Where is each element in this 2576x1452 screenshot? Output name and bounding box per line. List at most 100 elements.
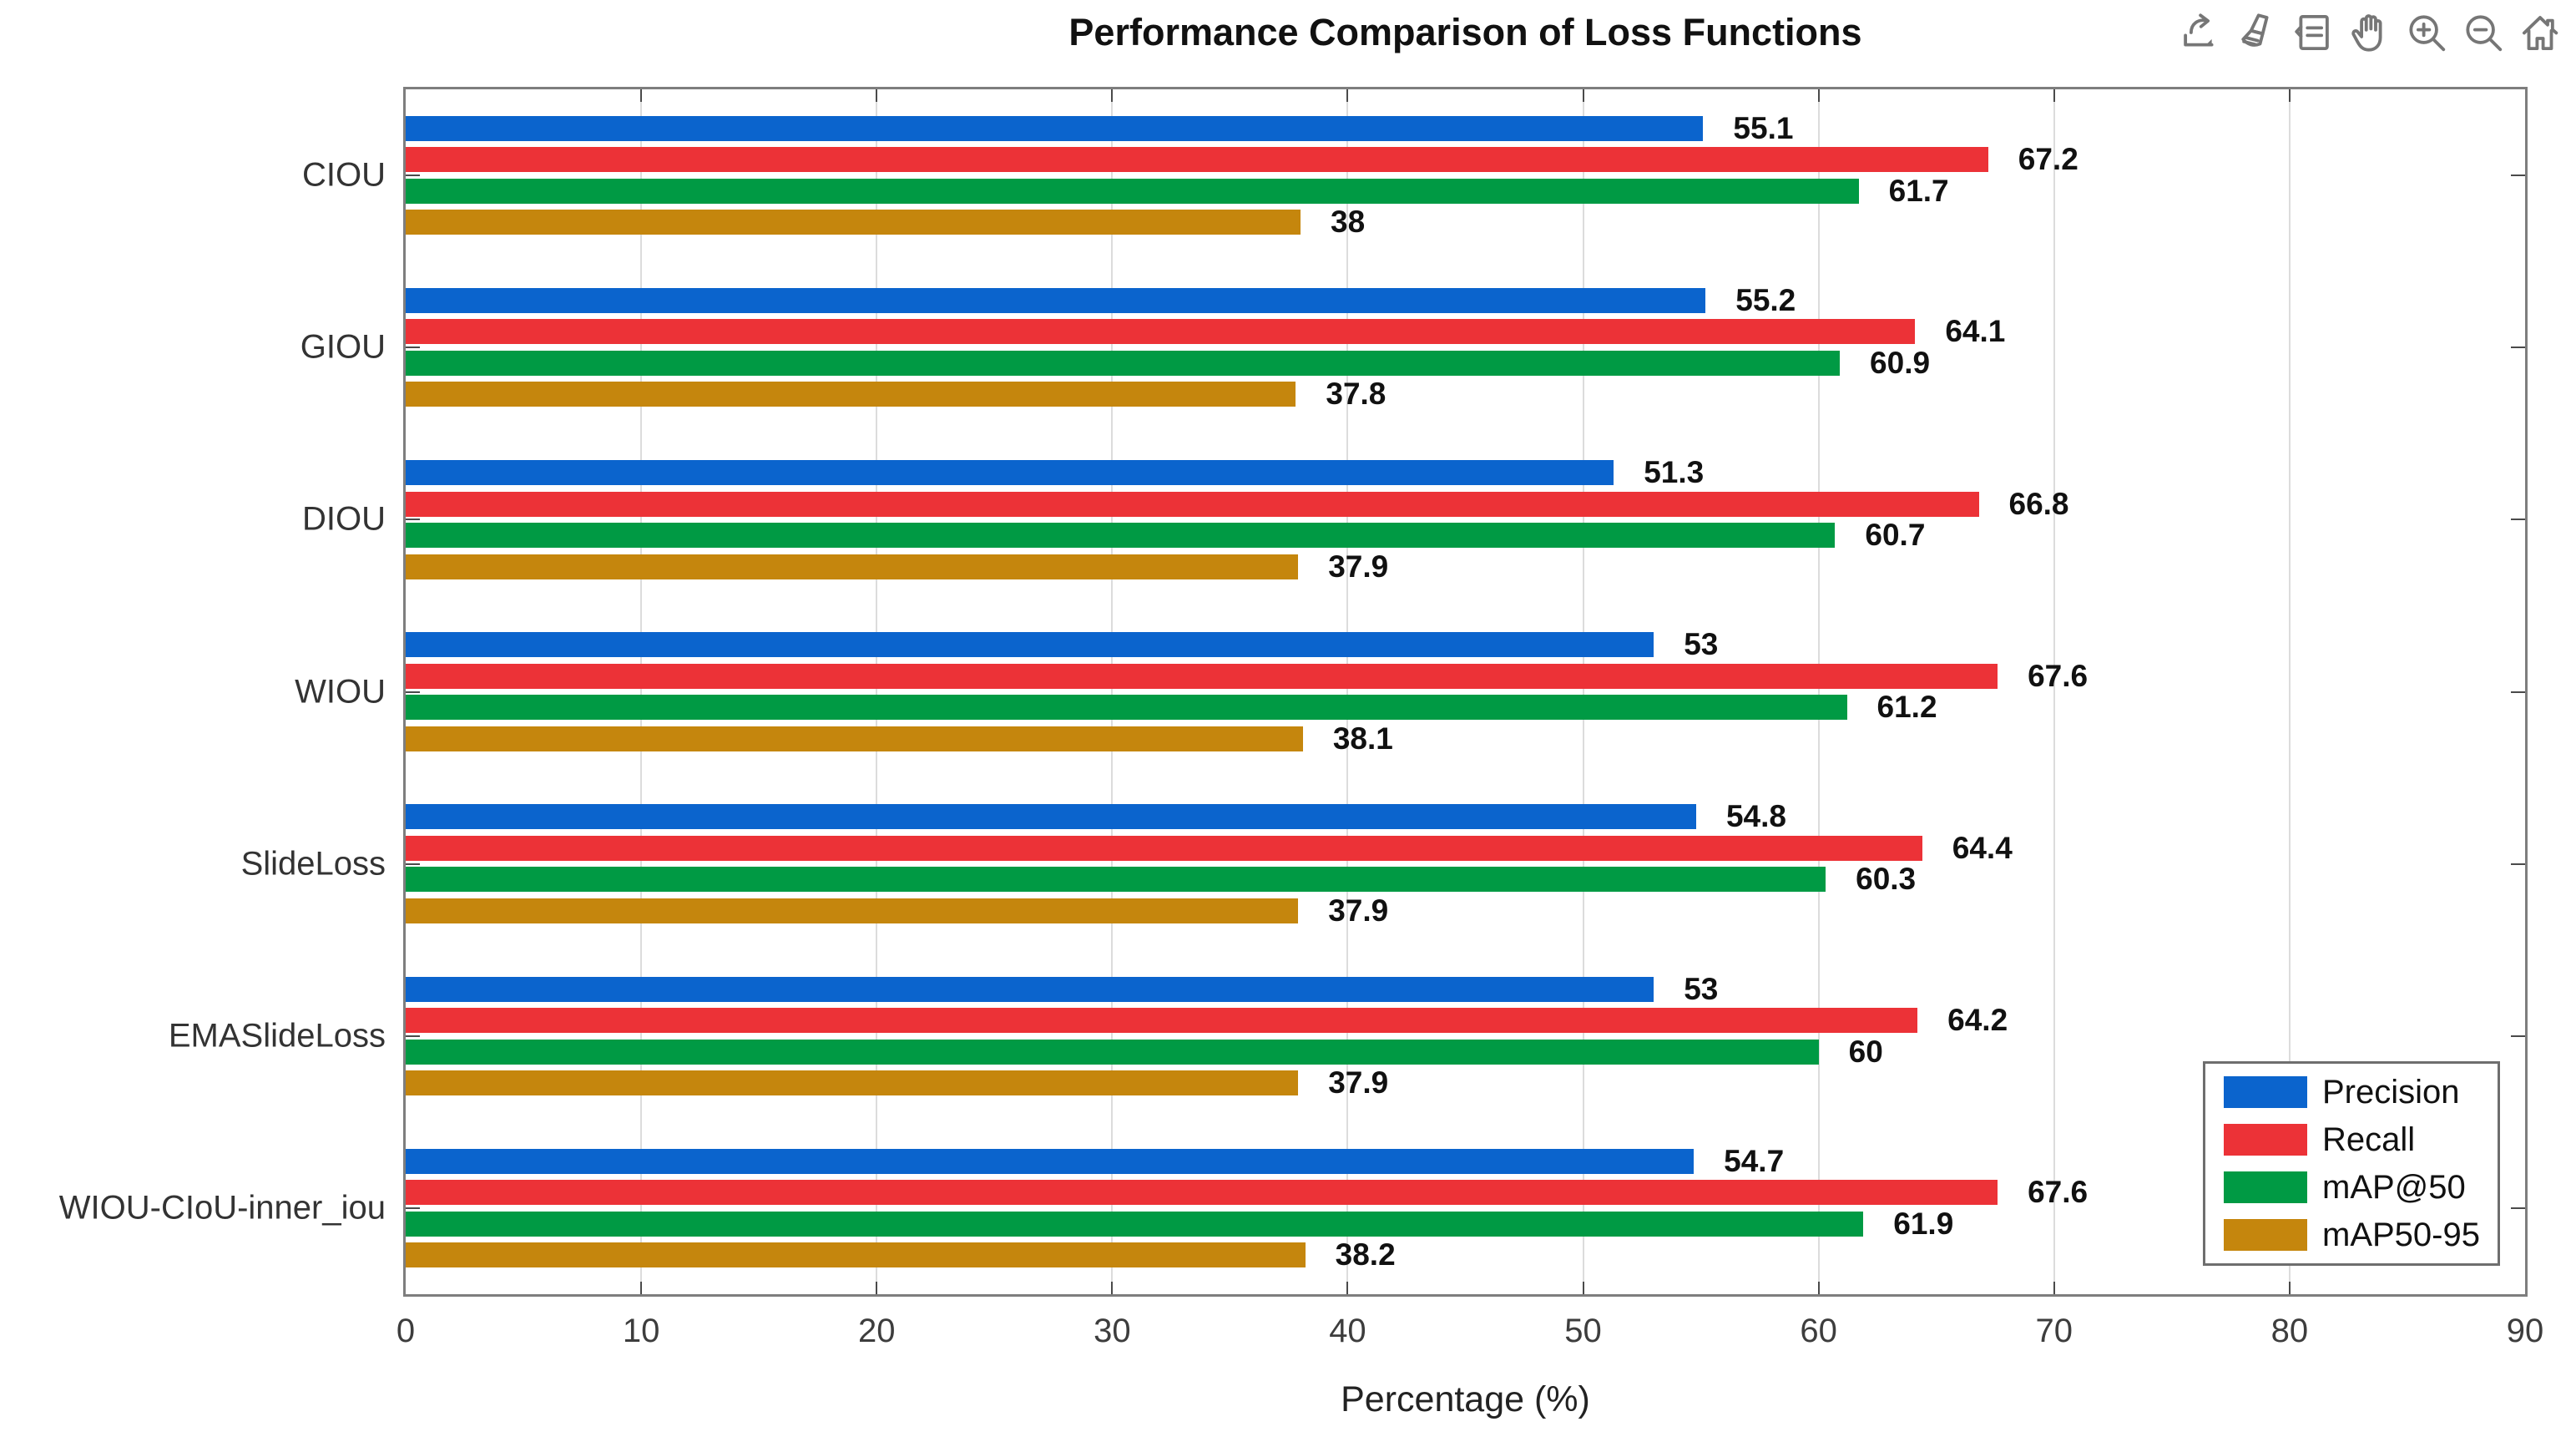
home-icon bbox=[2522, 16, 2558, 51]
bar-recall bbox=[406, 835, 1922, 861]
bar-value-label: 37.9 bbox=[1328, 549, 1389, 584]
bar-value-label: 60.3 bbox=[1856, 862, 1917, 897]
y-tick-mark bbox=[2511, 1207, 2525, 1209]
x-tick-label: 60 bbox=[1800, 1313, 1837, 1349]
bar-value-label: 64.1 bbox=[1945, 314, 2006, 349]
axes-toolbar bbox=[2175, 8, 2564, 57]
legend-swatch bbox=[2224, 1076, 2307, 1108]
x-tick-mark bbox=[2053, 89, 2055, 102]
bar-value-label: 61.7 bbox=[1888, 173, 1949, 208]
x-tick-mark bbox=[1111, 89, 1114, 102]
bar-map50-95 bbox=[406, 1242, 1306, 1268]
export-icon bbox=[2184, 13, 2214, 47]
bar-value-label: 60.7 bbox=[1865, 518, 1926, 553]
bar-precision bbox=[406, 287, 1706, 313]
bar-value-label: 38 bbox=[1331, 205, 1366, 240]
category-label: EMASlideLoss bbox=[168, 1017, 386, 1055]
legend-label: Precision bbox=[2322, 1073, 2460, 1111]
y-tick-mark bbox=[2511, 175, 2525, 177]
bar-precision bbox=[406, 1148, 1695, 1174]
legend-item: mAP50-95 bbox=[2205, 1216, 2498, 1253]
legend-item: mAP@50 bbox=[2205, 1168, 2498, 1206]
bar-map50-95 bbox=[406, 382, 1296, 407]
x-tick-mark bbox=[640, 1282, 643, 1294]
brush-button[interactable] bbox=[2232, 8, 2281, 57]
bar-recall bbox=[406, 147, 1988, 173]
x-tick-label: 10 bbox=[622, 1313, 660, 1349]
bar-value-label: 60.9 bbox=[1870, 345, 1931, 380]
pan-button[interactable] bbox=[2346, 8, 2394, 57]
bar-value-label: 67.6 bbox=[2028, 658, 2089, 693]
bar-precision bbox=[406, 804, 1696, 830]
export-button[interactable] bbox=[2175, 8, 2224, 57]
x-axis-tick-labels: 0 10 20 30 40 50 60 70 80 90 bbox=[397, 1313, 2543, 1358]
y-tick-mark bbox=[2511, 691, 2525, 693]
bar-recall bbox=[406, 663, 1998, 689]
datatips-button[interactable] bbox=[2289, 8, 2337, 57]
bar-value-label: 66.8 bbox=[2008, 486, 2069, 521]
x-tick-mark bbox=[1346, 1282, 1349, 1294]
bar-value-label: 54.7 bbox=[1724, 1143, 1785, 1178]
zoom-in-button[interactable] bbox=[2402, 8, 2451, 57]
legend-label: mAP50-95 bbox=[2322, 1216, 2480, 1253]
bar-precision bbox=[406, 632, 1654, 658]
bar-value-label: 55.1 bbox=[1733, 110, 1794, 145]
bar-recall bbox=[406, 491, 1979, 517]
bar-value-label: 38.2 bbox=[1335, 1237, 1396, 1272]
legend-item: Recall bbox=[2205, 1121, 2498, 1158]
x-tick-label: 70 bbox=[2035, 1313, 2073, 1349]
y-tick-mark bbox=[406, 691, 420, 693]
bar-value-label: 61.9 bbox=[1893, 1206, 1954, 1241]
bar-recall bbox=[406, 1180, 1998, 1206]
gridline bbox=[640, 89, 643, 1294]
bar-map-50 bbox=[406, 1039, 1819, 1065]
y-tick-mark bbox=[406, 519, 420, 521]
y-tick-mark bbox=[406, 175, 420, 177]
x-tick-label: 90 bbox=[2506, 1313, 2544, 1349]
category-label: CIOU bbox=[302, 156, 386, 194]
gridline bbox=[1582, 89, 1584, 1294]
bar-map50-95 bbox=[406, 1070, 1299, 1096]
bar-precision bbox=[406, 115, 1704, 141]
bar-map-50 bbox=[406, 695, 1847, 721]
bar-value-label: 37.8 bbox=[1326, 377, 1386, 412]
y-axis-category-labels: CIOU GIOU DIOU WIOU SlideLoss EMASlideLoss WIO… bbox=[0, 87, 386, 1297]
y-tick-mark bbox=[2511, 1035, 2525, 1037]
legend-label: mAP@50 bbox=[2322, 1168, 2466, 1206]
y-tick-mark bbox=[406, 1207, 420, 1209]
bar-value-label: 37.9 bbox=[1328, 893, 1389, 928]
bar-recall bbox=[406, 319, 1916, 345]
bar-value-label: 51.3 bbox=[1644, 455, 1705, 490]
x-tick-mark bbox=[1582, 89, 1584, 102]
x-tick-mark bbox=[640, 89, 643, 102]
bar-precision bbox=[406, 976, 1654, 1002]
category-label: WIOU bbox=[295, 673, 386, 710]
category-label: DIOU bbox=[302, 500, 386, 538]
y-tick-mark bbox=[406, 347, 420, 349]
bar-map-50 bbox=[406, 867, 1826, 893]
x-tick-mark bbox=[1817, 1282, 1820, 1294]
x-axis-label: Percentage (%) bbox=[1341, 1379, 1590, 1419]
datatips-icon bbox=[2295, 14, 2329, 51]
bar-value-label: 61.2 bbox=[1876, 690, 1937, 725]
y-tick-mark bbox=[2511, 347, 2525, 349]
legend-swatch bbox=[2224, 1171, 2307, 1203]
y-tick-mark bbox=[406, 863, 420, 865]
x-tick-mark bbox=[876, 89, 878, 102]
bar-map-50 bbox=[406, 523, 1836, 549]
home-button[interactable] bbox=[2516, 8, 2564, 57]
bar-value-label: 53 bbox=[1684, 971, 1719, 1006]
pan-icon bbox=[2351, 14, 2382, 52]
zoom-out-button[interactable] bbox=[2459, 8, 2508, 57]
x-tick-mark bbox=[1346, 89, 1349, 102]
x-tick-mark bbox=[1817, 89, 1820, 102]
legend: Precision Recall mAP@50 mAP50-95 bbox=[2203, 1061, 2500, 1266]
brush-icon bbox=[2241, 13, 2269, 47]
zoom-out-icon bbox=[2466, 15, 2503, 52]
legend-item: Precision bbox=[2205, 1073, 2498, 1111]
zoom-in-icon bbox=[2409, 15, 2446, 52]
bar-value-label: 54.8 bbox=[1725, 799, 1786, 834]
bar-value-label: 53 bbox=[1684, 627, 1719, 662]
category-label: GIOU bbox=[300, 328, 386, 366]
